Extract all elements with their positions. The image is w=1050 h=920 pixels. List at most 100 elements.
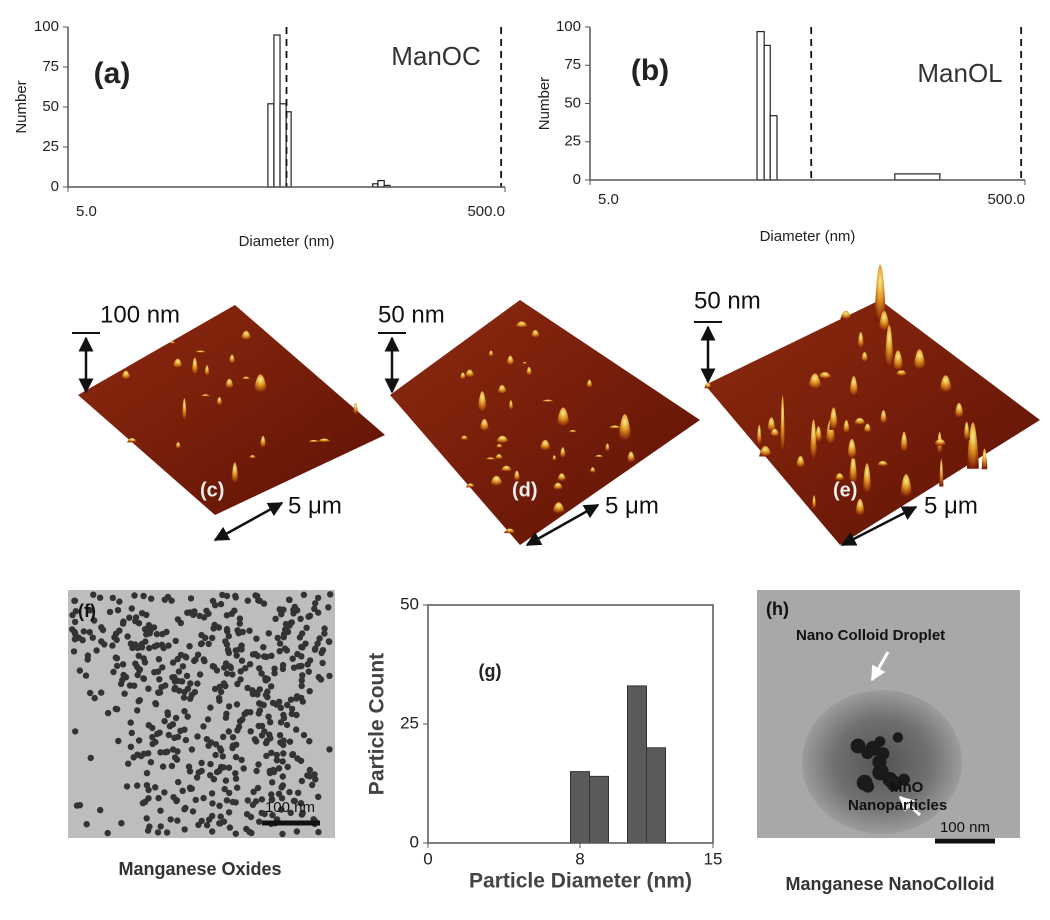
particle bbox=[277, 704, 284, 711]
particle bbox=[134, 751, 141, 758]
particle bbox=[140, 750, 147, 757]
particle bbox=[142, 638, 149, 645]
particle bbox=[288, 705, 296, 713]
height-scale: 100 nm bbox=[100, 301, 180, 328]
peak bbox=[939, 375, 952, 393]
afm-e: 50 nm (e) 5 μm bbox=[694, 264, 1040, 547]
particle bbox=[198, 759, 205, 767]
particle bbox=[159, 630, 166, 638]
arrow bbox=[898, 795, 922, 817]
particle bbox=[98, 638, 105, 645]
particle bbox=[295, 789, 302, 796]
particle bbox=[254, 652, 261, 660]
peak bbox=[849, 376, 859, 397]
peak bbox=[608, 425, 622, 429]
particle bbox=[223, 625, 231, 633]
y-axis-label: Number bbox=[13, 80, 30, 133]
particle bbox=[262, 739, 270, 747]
particle bbox=[147, 759, 155, 766]
particle bbox=[299, 672, 306, 679]
particle bbox=[91, 694, 98, 702]
particle bbox=[135, 698, 142, 705]
particle bbox=[136, 666, 144, 673]
particle bbox=[298, 777, 306, 785]
peak bbox=[121, 370, 131, 380]
particle bbox=[265, 630, 272, 637]
particle bbox=[216, 745, 224, 752]
particle bbox=[71, 618, 79, 626]
particle bbox=[234, 680, 241, 688]
particle bbox=[298, 682, 305, 690]
particle bbox=[319, 659, 326, 667]
peak bbox=[808, 373, 822, 390]
peak bbox=[506, 355, 515, 366]
peak bbox=[191, 357, 199, 375]
particle bbox=[280, 750, 287, 757]
particle bbox=[86, 607, 94, 614]
particle bbox=[89, 634, 97, 641]
particle bbox=[126, 614, 133, 621]
peak bbox=[204, 365, 210, 376]
peak bbox=[460, 435, 469, 441]
particle bbox=[311, 605, 318, 612]
particle bbox=[253, 635, 260, 642]
particle bbox=[132, 617, 139, 625]
particle bbox=[192, 796, 199, 804]
peak bbox=[863, 423, 872, 433]
particle bbox=[195, 769, 202, 776]
particle bbox=[179, 663, 187, 670]
particle bbox=[276, 640, 284, 647]
particle bbox=[186, 784, 194, 791]
y-tick-label: 0 bbox=[51, 178, 59, 195]
particle bbox=[155, 656, 163, 663]
particle bbox=[222, 714, 230, 721]
particle bbox=[187, 680, 194, 687]
particle bbox=[311, 646, 319, 653]
particle bbox=[248, 829, 255, 837]
particle bbox=[127, 719, 134, 726]
particle bbox=[83, 821, 90, 828]
particle bbox=[265, 713, 272, 720]
particle bbox=[282, 620, 290, 628]
peak bbox=[913, 349, 926, 370]
y-tick-label: 100 bbox=[556, 18, 581, 35]
peak bbox=[861, 351, 869, 362]
particle bbox=[256, 818, 263, 825]
particle bbox=[161, 717, 168, 725]
particle bbox=[171, 674, 178, 681]
peak bbox=[895, 369, 908, 376]
x-tick-label: 15 bbox=[704, 849, 723, 868]
particle bbox=[244, 684, 251, 692]
particle bbox=[135, 652, 142, 659]
particle bbox=[326, 638, 333, 645]
particle bbox=[316, 635, 323, 642]
bar bbox=[769, 115, 778, 181]
particle bbox=[162, 749, 169, 756]
particle bbox=[156, 676, 163, 683]
particle bbox=[305, 668, 312, 675]
peak bbox=[884, 324, 894, 368]
peak bbox=[522, 361, 528, 365]
particle bbox=[70, 648, 78, 655]
particle bbox=[300, 591, 308, 598]
y-tick-label: 0 bbox=[573, 171, 581, 188]
particle bbox=[143, 611, 150, 619]
peak bbox=[842, 419, 850, 434]
particle bbox=[233, 701, 241, 708]
particle bbox=[71, 597, 79, 604]
particle bbox=[142, 798, 149, 805]
particle bbox=[298, 653, 305, 660]
particle bbox=[69, 626, 76, 633]
particle bbox=[293, 828, 301, 835]
particle bbox=[80, 628, 88, 635]
particle bbox=[140, 675, 147, 682]
particle bbox=[180, 694, 188, 701]
particle bbox=[143, 782, 151, 789]
particle bbox=[84, 656, 91, 663]
particle bbox=[303, 624, 310, 631]
peak bbox=[557, 473, 567, 481]
particle bbox=[120, 618, 127, 625]
particle bbox=[187, 595, 195, 602]
afm-surface bbox=[78, 305, 385, 515]
height-scale: 50 nm bbox=[694, 287, 761, 314]
